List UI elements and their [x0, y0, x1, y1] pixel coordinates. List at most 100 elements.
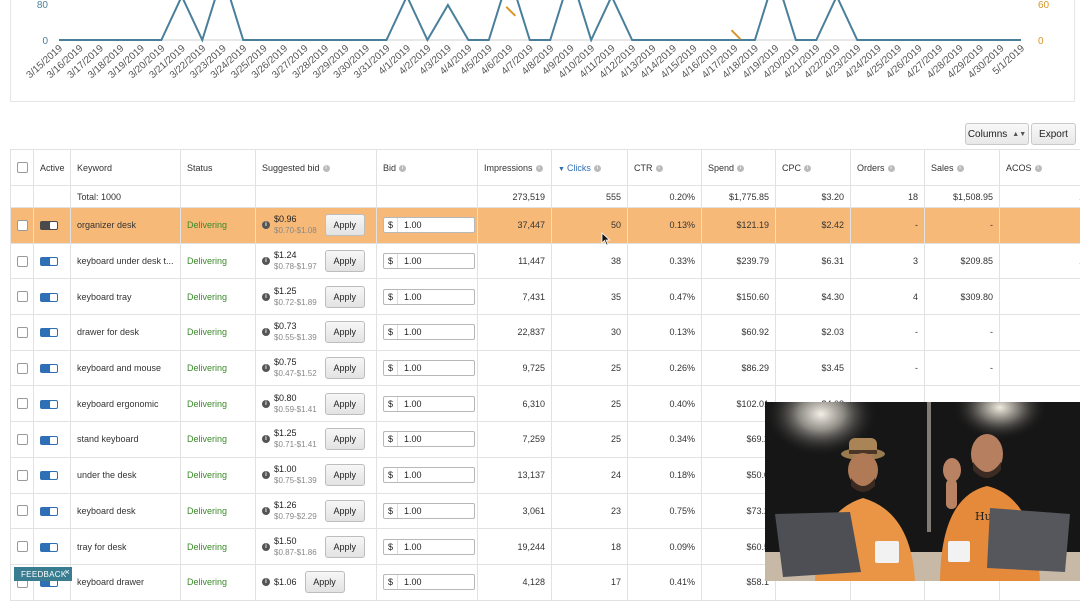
active-toggle[interactable] [40, 257, 58, 266]
info-icon[interactable]: i [536, 165, 543, 172]
bid-input[interactable]: $1.00 [383, 217, 475, 233]
info-icon[interactable]: i [262, 400, 270, 408]
bid-input[interactable]: $1.00 [383, 539, 475, 555]
col-keyword[interactable]: Keyword [71, 150, 181, 186]
columns-button[interactable]: Columns ▲▼ [965, 123, 1029, 145]
apply-button[interactable]: Apply [325, 428, 365, 450]
status-cell: Delivering [181, 493, 256, 529]
row-checkbox[interactable] [17, 220, 28, 231]
apply-button[interactable]: Apply [325, 214, 365, 236]
apply-button[interactable]: Apply [325, 250, 365, 272]
keyword-cell[interactable]: keyboard tray [71, 279, 181, 315]
info-icon[interactable]: i [262, 507, 270, 515]
info-icon[interactable]: i [262, 257, 270, 265]
info-icon[interactable]: i [399, 165, 406, 172]
info-icon[interactable]: i [737, 165, 744, 172]
keyword-cell[interactable]: drawer for desk [71, 315, 181, 351]
apply-button[interactable]: Apply [325, 286, 365, 308]
info-icon[interactable]: i [957, 165, 964, 172]
select-all-checkbox[interactable] [17, 162, 28, 173]
row-checkbox[interactable] [17, 434, 28, 445]
row-checkbox[interactable] [17, 470, 28, 481]
info-icon[interactable]: i [262, 471, 270, 479]
row-checkbox[interactable] [17, 291, 28, 302]
clicks-cell: 25 [552, 350, 628, 386]
select-all-cell[interactable] [11, 150, 34, 186]
active-toggle[interactable] [40, 221, 58, 230]
info-icon[interactable]: i [262, 543, 270, 551]
active-toggle[interactable] [40, 507, 58, 516]
keyword-cell[interactable]: keyboard desk [71, 493, 181, 529]
row-checkbox[interactable] [17, 327, 28, 338]
row-checkbox[interactable] [17, 541, 28, 552]
keyword-cell[interactable]: under the desk [71, 457, 181, 493]
info-icon[interactable]: i [262, 221, 270, 229]
bid-input[interactable]: $1.00 [383, 324, 475, 340]
active-toggle[interactable] [40, 471, 58, 480]
bid-input[interactable]: $1.00 [383, 360, 475, 376]
apply-button[interactable]: Apply [305, 571, 345, 593]
bid-input[interactable]: $1.00 [383, 289, 475, 305]
keyword-cell[interactable]: keyboard under desk t... [71, 243, 181, 279]
apply-button[interactable]: Apply [325, 321, 365, 343]
active-toggle[interactable] [40, 543, 58, 552]
info-icon[interactable]: i [262, 364, 270, 372]
row-checkbox[interactable] [17, 363, 28, 374]
row-checkbox[interactable] [17, 398, 28, 409]
row-checkbox[interactable] [17, 505, 28, 516]
info-icon[interactable]: i [262, 578, 270, 586]
keyword-cell[interactable]: keyboard drawer [71, 564, 181, 600]
bid-input[interactable]: $1.00 [383, 396, 475, 412]
export-button[interactable]: Export [1031, 123, 1076, 145]
active-toggle[interactable] [40, 293, 58, 302]
info-icon[interactable]: i [804, 165, 811, 172]
info-icon[interactable]: i [656, 165, 663, 172]
keyword-cell[interactable]: organizer desk [71, 208, 181, 244]
close-icon[interactable]: × [64, 567, 70, 577]
feedback-tab[interactable]: FEEDBACK × [14, 567, 72, 581]
bid-input[interactable]: $1.00 [383, 467, 475, 483]
info-icon[interactable]: i [1035, 165, 1042, 172]
apply-button[interactable]: Apply [325, 500, 365, 522]
bid-input[interactable]: $1.00 [383, 574, 475, 590]
row-checkbox[interactable] [17, 256, 28, 267]
bid-input[interactable]: $1.00 [383, 431, 475, 447]
info-icon[interactable]: i [594, 165, 601, 172]
keyword-cell[interactable]: keyboard ergonomic [71, 386, 181, 422]
info-icon[interactable]: i [262, 293, 270, 301]
keyword-cell[interactable]: stand keyboard [71, 422, 181, 458]
info-icon[interactable]: i [323, 165, 330, 172]
active-toggle[interactable] [40, 436, 58, 445]
info-icon[interactable]: i [888, 165, 895, 172]
active-toggle[interactable] [40, 400, 58, 409]
active-toggle[interactable] [40, 328, 58, 337]
info-icon[interactable]: i [262, 435, 270, 443]
active-toggle[interactable] [40, 364, 58, 373]
col-status[interactable]: Status [181, 150, 256, 186]
apply-button[interactable]: Apply [325, 464, 365, 486]
info-icon[interactable]: i [262, 328, 270, 336]
apply-button[interactable]: Apply [325, 357, 365, 379]
keyword-cell[interactable]: keyboard and mouse [71, 350, 181, 386]
bid-input[interactable]: $1.00 [383, 503, 475, 519]
keyword-cell[interactable]: tray for desk [71, 529, 181, 565]
apply-button[interactable]: Apply [325, 393, 365, 415]
col-active[interactable]: Active [34, 150, 71, 186]
bid-input[interactable]: $1.00 [383, 253, 475, 269]
apply-button[interactable]: Apply [325, 536, 365, 558]
